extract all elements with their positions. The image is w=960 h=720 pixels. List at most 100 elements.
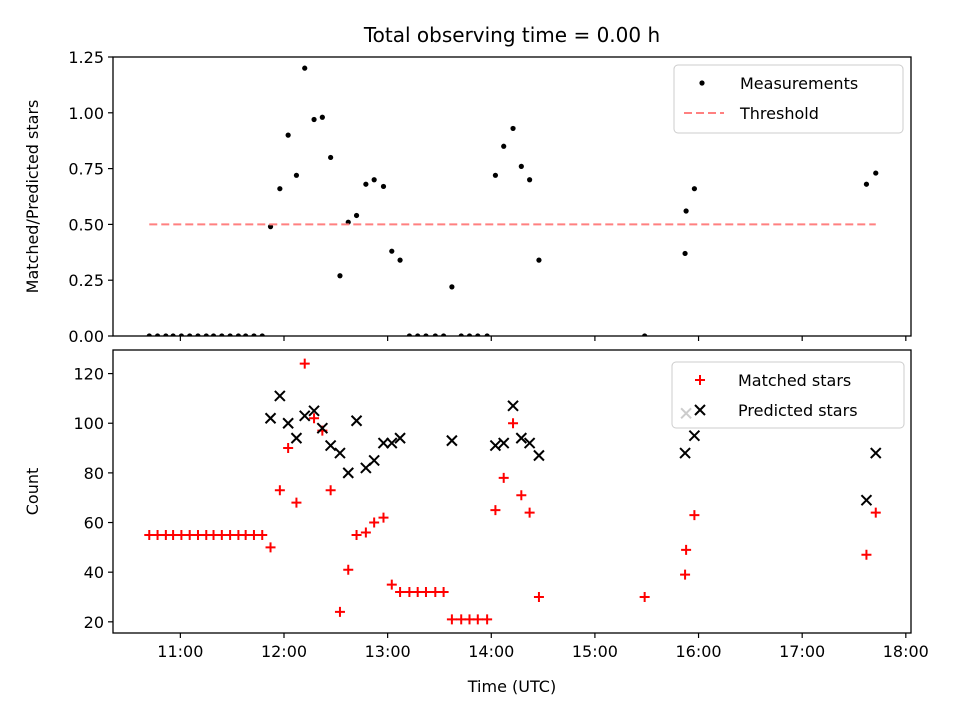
predicted-stars-point	[860, 494, 873, 506]
predicted-stars-point	[489, 439, 502, 452]
y-tick-label: 60	[84, 514, 104, 533]
predicted-stars-point	[334, 447, 346, 459]
predicted-stars-point	[282, 417, 294, 429]
matched-stars-point	[490, 505, 501, 516]
y-tick-label: 40	[84, 563, 104, 582]
matched-stars-point	[639, 592, 650, 603]
y-tick-label: 0.75	[68, 160, 104, 179]
matched-stars-point	[360, 527, 371, 538]
x-axis-label: Time (UTC)	[467, 677, 556, 696]
measurement-point	[510, 125, 516, 132]
y-tick-label: 1.25	[68, 48, 104, 67]
y-axis-label: Matched/Predicted stars	[23, 100, 42, 294]
measurement-point	[353, 212, 360, 219]
predicted-stars-point	[290, 432, 303, 444]
matched-stars-point	[395, 587, 406, 598]
x-tick-label: 17:00	[779, 642, 825, 661]
matched-stars-point	[334, 606, 345, 617]
x-tick-label: 13:00	[365, 642, 411, 661]
plot-area	[144, 358, 882, 625]
predicted-stars-point	[515, 432, 528, 444]
measurement-point	[683, 208, 689, 214]
matched-stars-point	[689, 510, 700, 521]
measurement-point	[319, 114, 325, 120]
x-tick-label: 14:00	[468, 642, 514, 661]
predicted-stars-point	[446, 434, 458, 447]
legend-label: Matched stars	[738, 371, 851, 390]
measurement-point	[682, 250, 688, 257]
predicted-stars-point	[507, 400, 519, 412]
matched-stars-point	[533, 592, 544, 603]
predicted-stars-point	[368, 454, 380, 467]
matched-stars-point	[386, 579, 397, 590]
measurement-point	[311, 116, 317, 123]
predicted-stars-point	[394, 432, 406, 444]
x-tick-label: 16:00	[675, 642, 721, 661]
y-tick-label: 0.00	[68, 327, 104, 346]
legend-label: Measurements	[740, 74, 858, 93]
predicted-stars-point	[533, 449, 545, 462]
matched-stars-point	[378, 512, 389, 523]
y-tick-label: 80	[84, 464, 104, 483]
matched-stars-point	[351, 529, 362, 540]
predicted-stars-point	[299, 410, 311, 422]
legend-box	[671, 361, 905, 429]
matched-stars-point	[257, 529, 268, 540]
matched-stars-point	[681, 544, 692, 555]
x-tick-label: 11:00	[157, 642, 203, 661]
y-tick-label: 100	[73, 414, 104, 433]
measurement-point	[873, 170, 879, 176]
matched-stars-point	[299, 358, 310, 369]
matched-stars-point	[274, 485, 285, 496]
measurement-point	[285, 132, 291, 138]
matched-stars-point	[508, 418, 519, 429]
x-tick-label: 12:00	[261, 642, 307, 661]
measurement-point	[527, 177, 533, 183]
matched-stars-point	[325, 485, 336, 496]
predicted-stars-point	[264, 412, 277, 424]
legend: Measurements Threshold	[673, 64, 904, 134]
measurement-point	[492, 172, 499, 178]
predicted-stars-point	[498, 437, 510, 449]
y-tick-label: 0.50	[68, 215, 104, 234]
matched-stars-point	[870, 507, 881, 518]
matched-stars-point	[438, 587, 449, 598]
y-tick-label: 20	[84, 613, 104, 632]
predicted-stars-point	[316, 422, 329, 434]
measurement-point	[277, 186, 283, 192]
predicted-stars-point	[342, 467, 354, 479]
matched-stars-point	[420, 587, 431, 598]
axes-frame	[112, 349, 912, 634]
predicted-stars-point	[870, 447, 882, 459]
measurement-point	[380, 183, 387, 190]
predicted-stars-point	[350, 415, 363, 427]
predicted-stars-point	[274, 390, 286, 402]
predicted-stars-point	[523, 437, 536, 449]
measurement-point	[449, 284, 455, 290]
predicted-stars-point	[386, 437, 398, 449]
matched-stars-point	[369, 517, 380, 528]
matched-stars-point	[861, 549, 872, 560]
legend-box	[673, 64, 904, 134]
y-tick-label: 0.25	[68, 271, 104, 290]
y-axis-label: Count	[23, 468, 42, 516]
matched-stars-point	[291, 497, 302, 508]
matched-stars-point	[516, 490, 527, 501]
matched-stars-point	[309, 413, 320, 424]
bottom-panel: 20 40 60 80 100 120 11:00 12:00 13:00 14:00 15:00 1…	[23, 349, 929, 696]
axes-frame	[112, 56, 912, 337]
chart-title: Total observing time = 0.00 h	[363, 23, 660, 47]
legend: Matched stars Predicted stars	[671, 361, 905, 429]
legend-label: Threshold	[739, 104, 819, 123]
top-panel: 0.00 0.25 0.50 0.75 1.00 1.25 Matched/Predicte…	[23, 48, 912, 346]
measurement-point	[501, 143, 507, 149]
measurement-point	[691, 186, 698, 192]
measurement-point	[337, 273, 343, 279]
measurement-point	[518, 163, 524, 169]
measurement-point	[536, 257, 542, 263]
x-tick-label: 18:00	[883, 642, 929, 661]
matched-stars-point	[283, 443, 294, 454]
y-tick-label: 120	[73, 365, 104, 384]
legend-dot-swatch	[699, 80, 705, 86]
